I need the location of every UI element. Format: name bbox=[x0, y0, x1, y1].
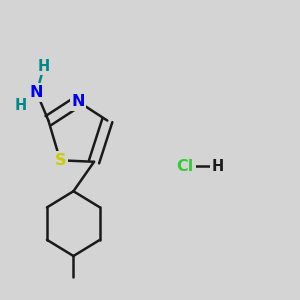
Text: Cl: Cl bbox=[177, 159, 194, 174]
Text: H: H bbox=[14, 98, 27, 113]
Text: N: N bbox=[30, 85, 43, 100]
Text: S: S bbox=[54, 153, 66, 168]
Text: H: H bbox=[212, 159, 224, 174]
Text: H: H bbox=[38, 58, 50, 74]
Text: N: N bbox=[71, 94, 85, 109]
